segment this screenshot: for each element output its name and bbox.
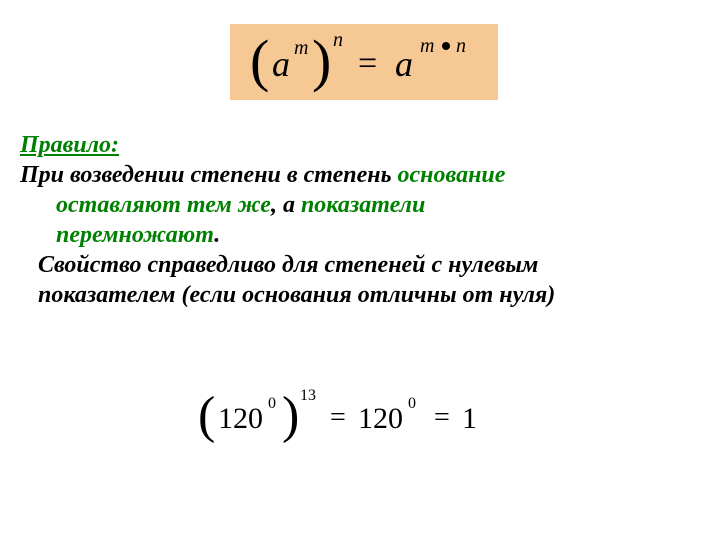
rule-line3-period: . bbox=[214, 222, 220, 248]
ex-right-paren: ) bbox=[282, 387, 299, 444]
example-formula: ( 120 0 ) 13 = 120 0 = 1 bbox=[190, 380, 530, 450]
rule-text-block: Правило: При возведении степени в степен… bbox=[20, 130, 700, 310]
rule-line4: Свойство справедливо для степеней с нуле… bbox=[20, 250, 700, 280]
power-rule-formula: ( a m ) n = a m n bbox=[230, 24, 498, 100]
right-paren: ) bbox=[312, 28, 331, 93]
rule-line1-prefix: При возведении степени в степень bbox=[20, 162, 398, 188]
base-a: a bbox=[272, 44, 290, 84]
ex-eq1: = bbox=[330, 402, 346, 433]
rule-line5: показателем (если основания отличны от н… bbox=[20, 280, 700, 310]
rule-line3-g: перемножают bbox=[56, 222, 214, 248]
formula1-svg: ( a m ) n = a m n bbox=[230, 24, 498, 100]
rule-line1: При возведении степени в степень основан… bbox=[20, 160, 700, 190]
ex-base2: 120 bbox=[358, 402, 403, 435]
rhs-base: a bbox=[395, 44, 413, 84]
ex-base2-exp: 0 bbox=[408, 395, 416, 412]
rule-line2-mid: , а bbox=[271, 192, 301, 218]
rule-line2-g1: оставляют тем же bbox=[56, 192, 271, 218]
exp-m: m bbox=[294, 37, 308, 59]
rule-line1-green: основание bbox=[398, 162, 506, 188]
rhs-exp-n: n bbox=[456, 35, 466, 57]
equals-sign: = bbox=[358, 45, 377, 82]
ex-result: 1 bbox=[462, 402, 477, 435]
rule-line2-g2: показатели bbox=[301, 192, 425, 218]
ex-left-paren: ( bbox=[198, 387, 215, 444]
formula2-svg: ( 120 0 ) 13 = 120 0 = 1 bbox=[190, 380, 530, 450]
bullet-dot bbox=[442, 42, 450, 50]
ex-eq2: = bbox=[434, 402, 450, 433]
ex-base1-exp: 0 bbox=[268, 395, 276, 412]
rule-title: Правило: bbox=[20, 130, 700, 160]
rule-line3: перемножают. bbox=[20, 220, 700, 250]
ex-base1: 120 bbox=[218, 402, 263, 435]
exp-n: n bbox=[333, 29, 343, 51]
ex-outer-exp: 13 bbox=[300, 387, 316, 404]
rule-title-text: Правило: bbox=[20, 132, 119, 158]
rhs-exp-m: m bbox=[420, 35, 434, 57]
left-paren: ( bbox=[250, 28, 269, 93]
rule-line2: оставляют тем же, а показатели bbox=[20, 190, 700, 220]
